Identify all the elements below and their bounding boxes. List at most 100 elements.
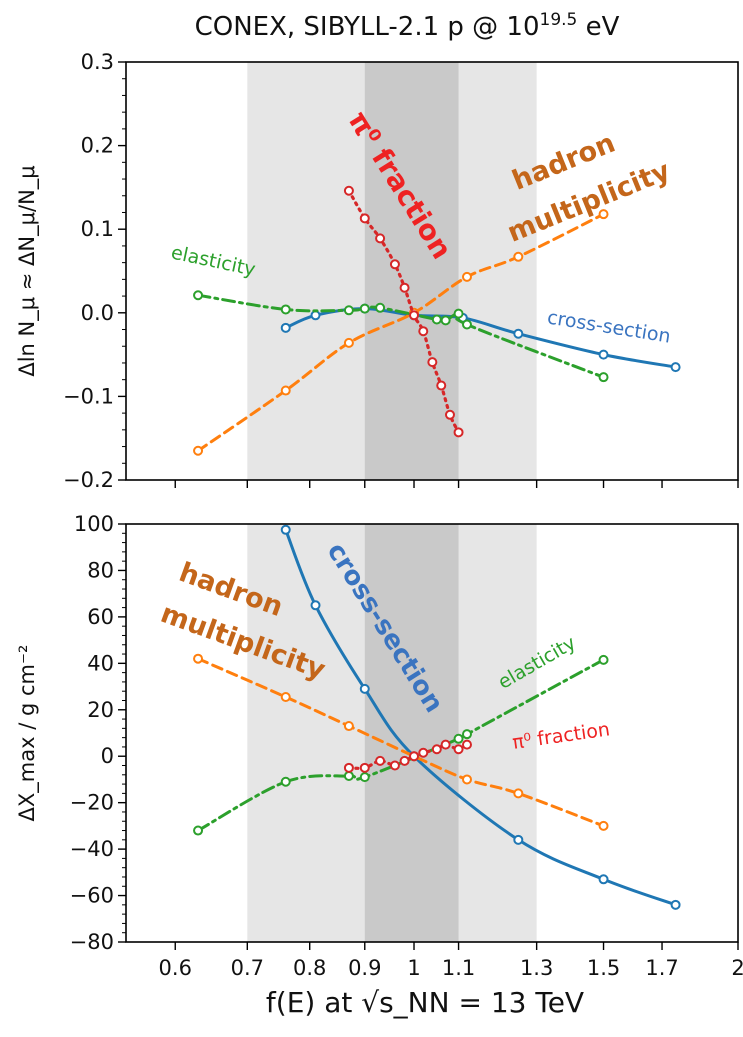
data-point-pi0-fraction <box>389 259 400 270</box>
x-tick-label: 2 <box>731 956 743 980</box>
data-point-elasticity <box>440 315 451 326</box>
data-point-cross-section <box>310 310 321 321</box>
plot-frame <box>125 61 739 481</box>
y-tick-label: −0.1 <box>63 384 114 408</box>
data-point-cross-section <box>670 899 681 910</box>
data-point-hadron-multiplicity <box>598 209 609 220</box>
y-tick-label: 80 <box>87 558 114 582</box>
data-point-pi0-fraction <box>418 326 429 337</box>
data-point-pi0-fraction <box>375 755 386 766</box>
data-point-elasticity <box>359 303 370 314</box>
data-point-elasticity <box>598 372 609 383</box>
y-tick-label: 100 <box>74 512 114 536</box>
data-point-pi0-fraction <box>399 755 410 766</box>
data-point-elasticity <box>453 733 464 744</box>
chart-title: CONEX, SIBYLL-2.1 p @ 1019.5 eV <box>195 10 620 42</box>
y-tick-label: 0.1 <box>81 217 114 241</box>
data-point-pi0-fraction <box>359 762 370 773</box>
y-tick-label: 20 <box>87 698 114 722</box>
data-point-pi0-fraction <box>453 744 464 755</box>
data-point-cross-section <box>513 328 524 339</box>
data-point-hadron-multiplicity <box>193 445 204 456</box>
y-tick-label: 0 <box>101 744 114 768</box>
x-tick-label: 0.8 <box>293 956 326 980</box>
data-point-elasticity <box>598 654 609 665</box>
x-axis-label: f(E) at √s_NN = 13 TeV <box>266 986 584 1019</box>
data-point-elasticity <box>343 305 354 316</box>
title-exponent: 19.5 <box>540 10 578 30</box>
data-point-cross-section <box>598 874 609 885</box>
data-point-hadron-multiplicity <box>280 692 291 703</box>
data-point-elasticity <box>193 290 204 301</box>
data-point-pi0-fraction <box>409 751 420 762</box>
data-point-pi0-fraction <box>343 185 354 196</box>
data-point-hadron-multiplicity <box>343 337 354 348</box>
data-point-pi0-fraction <box>399 282 410 293</box>
data-point-cross-section <box>670 362 681 373</box>
panel-2: −80 −60 −40 −20 0 20 40 60 80 100 0.6 0.7 0.8 0.9 1 1.1… <box>15 512 743 980</box>
shaded-band-2 <box>364 62 459 480</box>
data-point-cross-section <box>598 349 609 360</box>
y-tick-label: 0.2 <box>81 134 114 158</box>
y-axis-label: ΔX_max / g cm⁻² <box>15 645 40 822</box>
data-point-elasticity <box>375 302 386 313</box>
data-point-hadron-multiplicity <box>280 385 291 396</box>
y-tick-label: 40 <box>87 651 114 675</box>
y-axis-label: Δln N_μ ≈ ΔN_μ/N_μ <box>15 165 40 376</box>
data-point-pi0-fraction <box>389 760 400 771</box>
y-tick-label: −60 <box>70 884 114 908</box>
data-point-pi0-fraction <box>444 409 455 420</box>
data-point-pi0-fraction <box>375 233 386 244</box>
x-tick-label: 1.3 <box>520 956 553 980</box>
title-main: CONEX, SIBYLL-2.1 p @ 10 <box>195 12 540 42</box>
data-point-hadron-multiplicity <box>343 721 354 732</box>
annotation-elasticity: elasticity <box>169 241 257 280</box>
y-tick-label: −0.2 <box>63 468 114 492</box>
data-point-cross-section <box>513 834 524 845</box>
data-point-elasticity <box>431 314 442 325</box>
data-point-elasticity <box>359 772 370 783</box>
data-point-hadron-multiplicity <box>513 788 524 799</box>
data-point-hadron-multiplicity <box>193 653 204 664</box>
data-point-cross-section <box>359 683 370 694</box>
data-point-elasticity <box>453 308 464 319</box>
data-point-elasticity <box>343 770 354 781</box>
data-point-elasticity <box>461 729 472 740</box>
data-point-hadron-multiplicity <box>461 774 472 785</box>
data-point-pi0-fraction <box>343 762 354 773</box>
data-point-elasticity <box>193 825 204 836</box>
data-point-elasticity <box>280 776 291 787</box>
data-point-elasticity <box>461 319 472 330</box>
y-tick-label: −20 <box>70 791 114 815</box>
x-tick-label: 1.7 <box>645 956 678 980</box>
annotation-cross-section: cross-section <box>546 306 672 347</box>
data-point-pi0-fraction <box>427 357 438 368</box>
title-unit: eV <box>577 12 619 42</box>
data-point-elasticity <box>280 304 291 315</box>
data-point-pi0-fraction <box>461 739 472 750</box>
data-point-hadron-multiplicity <box>513 251 524 262</box>
data-point-pi0-fraction <box>440 739 451 750</box>
data-point-hadron-multiplicity <box>461 271 472 282</box>
data-point-hadron-multiplicity <box>598 820 609 831</box>
x-tick-label: 1.5 <box>587 956 620 980</box>
data-point-pi0-fraction <box>431 744 442 755</box>
y-tick-label: 0.3 <box>81 50 114 74</box>
y-tick-label: 60 <box>87 605 114 629</box>
data-point-cross-section <box>280 322 291 333</box>
x-tick-label: 0.7 <box>231 956 264 980</box>
plot-frame <box>125 523 739 943</box>
data-point-pi0-fraction <box>418 747 429 758</box>
shaded-band-2 <box>364 524 459 942</box>
data-point-cross-section <box>310 600 321 611</box>
x-tick-label: 1 <box>407 956 420 980</box>
x-tick-label: 0.6 <box>159 956 192 980</box>
x-tick-label: 1.1 <box>442 956 475 980</box>
data-point-pi0-fraction <box>436 380 447 391</box>
y-tick-label: −40 <box>70 837 114 861</box>
data-point-pi0-fraction <box>359 213 370 224</box>
data-point-pi0-fraction <box>409 310 420 321</box>
